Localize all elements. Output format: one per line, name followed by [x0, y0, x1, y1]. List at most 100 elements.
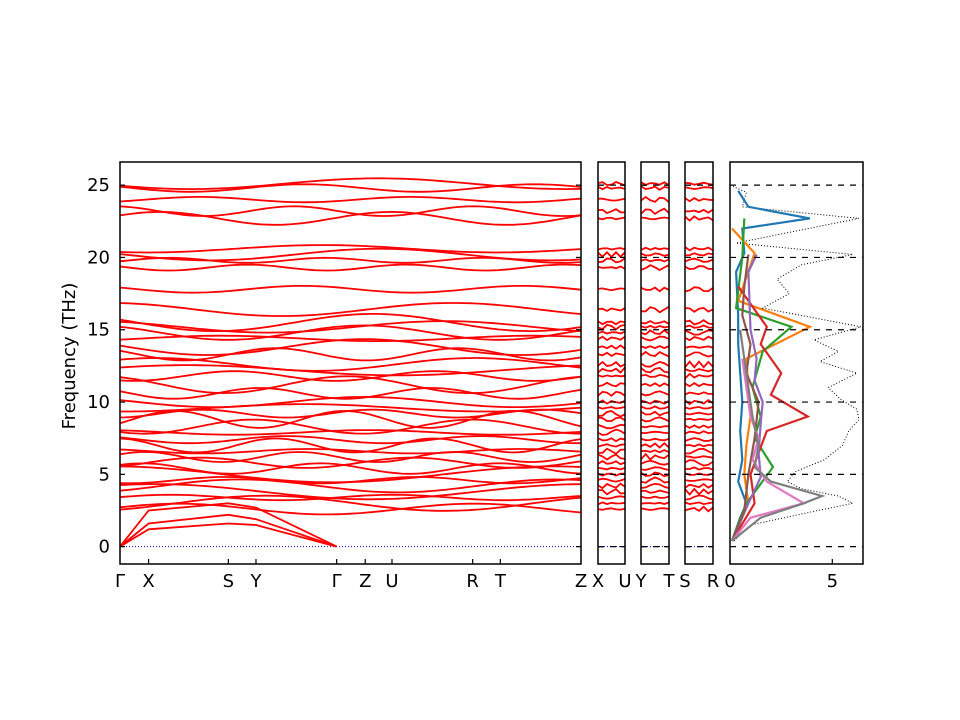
panel-frame	[597, 161, 626, 565]
phonon-band	[120, 244, 581, 254]
phonon-band	[685, 417, 713, 422]
phonon-band	[598, 344, 625, 350]
phonon-band	[598, 453, 625, 461]
phonon-band	[641, 507, 669, 511]
phonon-band	[598, 507, 625, 511]
phonon-band	[641, 373, 669, 379]
phonon-band	[685, 265, 713, 271]
phonon-band	[641, 335, 669, 342]
phonon-band	[598, 399, 625, 405]
phonon-band	[120, 183, 581, 193]
phonon-band	[641, 185, 669, 191]
phonon-band	[641, 367, 669, 374]
phonon-band	[598, 208, 625, 215]
phonon-band	[598, 360, 625, 368]
panel-frame	[684, 161, 714, 565]
dos-x-tick-label: 0	[724, 571, 735, 592]
phonon-band	[685, 382, 713, 388]
total-dos-curve	[730, 184, 862, 542]
phonon-band	[641, 459, 669, 466]
phonon-band	[120, 462, 581, 475]
acoustic-branch	[120, 502, 338, 548]
phonon-band	[685, 186, 713, 190]
high-symmetry-label: Γ	[332, 571, 342, 592]
panel-frame	[640, 161, 670, 565]
phonon-band	[685, 466, 713, 471]
phonon-band	[685, 494, 713, 501]
phonon-band	[598, 250, 625, 259]
y-axis-label: Frequency (THz)	[59, 283, 80, 430]
phonon-band	[685, 406, 713, 410]
phonon-band	[685, 447, 713, 455]
y-tick-label: 10	[87, 392, 110, 413]
phonon-band	[120, 256, 581, 264]
phonon-band	[641, 489, 669, 494]
phonon-band	[120, 177, 581, 191]
phonon-band	[685, 324, 713, 329]
phonon-band	[641, 501, 669, 505]
phonon-band	[120, 478, 581, 494]
phonon-band	[598, 335, 625, 342]
phonon-band	[598, 443, 625, 448]
phonon-band	[641, 425, 669, 429]
dos-x-tick-label: 5	[827, 571, 838, 592]
dos-frame	[729, 161, 864, 565]
phonon-band	[641, 286, 669, 293]
phonon-band	[120, 409, 581, 429]
phonon-band	[685, 501, 713, 506]
phonon-band	[120, 313, 581, 332]
phonon-band	[641, 449, 669, 454]
panel-frame	[119, 161, 582, 565]
high-symmetry-label: S	[223, 571, 234, 592]
phonon-band	[120, 448, 581, 455]
phonon-band	[685, 372, 713, 380]
high-symmetry-label: Z	[575, 571, 587, 592]
phonon-band	[641, 345, 669, 350]
phonon-band	[641, 452, 669, 461]
high-symmetry-label: Y	[249, 571, 262, 592]
phonon-band	[685, 505, 713, 513]
phonon-band	[120, 429, 581, 436]
phonon-band	[685, 181, 713, 186]
partial-dos-curve	[731, 358, 807, 542]
high-symmetry-label: R	[707, 571, 720, 592]
phonon-band	[641, 216, 669, 221]
phonon-band	[120, 502, 581, 516]
phonon-band	[120, 205, 581, 217]
phonon-band	[598, 495, 625, 500]
phonon-band	[598, 351, 625, 357]
phonon-band	[598, 374, 625, 378]
phonon-band	[598, 447, 625, 455]
phonon-band	[598, 247, 625, 251]
phonon-band	[685, 252, 713, 257]
phonon-band	[685, 215, 713, 222]
phonon-band	[641, 258, 669, 263]
phonon-band	[598, 472, 625, 477]
phonon-band	[685, 411, 713, 416]
phonon-band	[685, 246, 713, 252]
high-symmetry-label: X	[142, 571, 154, 592]
phonon-band	[685, 478, 713, 482]
acoustic-branch	[120, 522, 337, 548]
high-symmetry-label: T	[494, 571, 507, 592]
phonon-band	[685, 319, 713, 326]
phonon-band	[641, 482, 669, 489]
phonon-band	[641, 207, 669, 216]
phonon-band	[641, 390, 669, 397]
phonon-band	[685, 455, 713, 459]
high-symmetry-label: U	[618, 571, 631, 592]
phonon-band	[641, 246, 669, 251]
phonon-band	[685, 335, 713, 342]
phonon-band	[120, 387, 581, 400]
phonon-band	[120, 493, 581, 502]
phonon-band	[641, 360, 669, 368]
partial-dos-curve	[730, 254, 760, 542]
phonon-band	[641, 195, 669, 203]
y-tick-label: 20	[87, 247, 110, 268]
phonon-band	[685, 306, 713, 313]
band-panel-4	[685, 181, 713, 548]
phonon-band	[641, 382, 669, 388]
